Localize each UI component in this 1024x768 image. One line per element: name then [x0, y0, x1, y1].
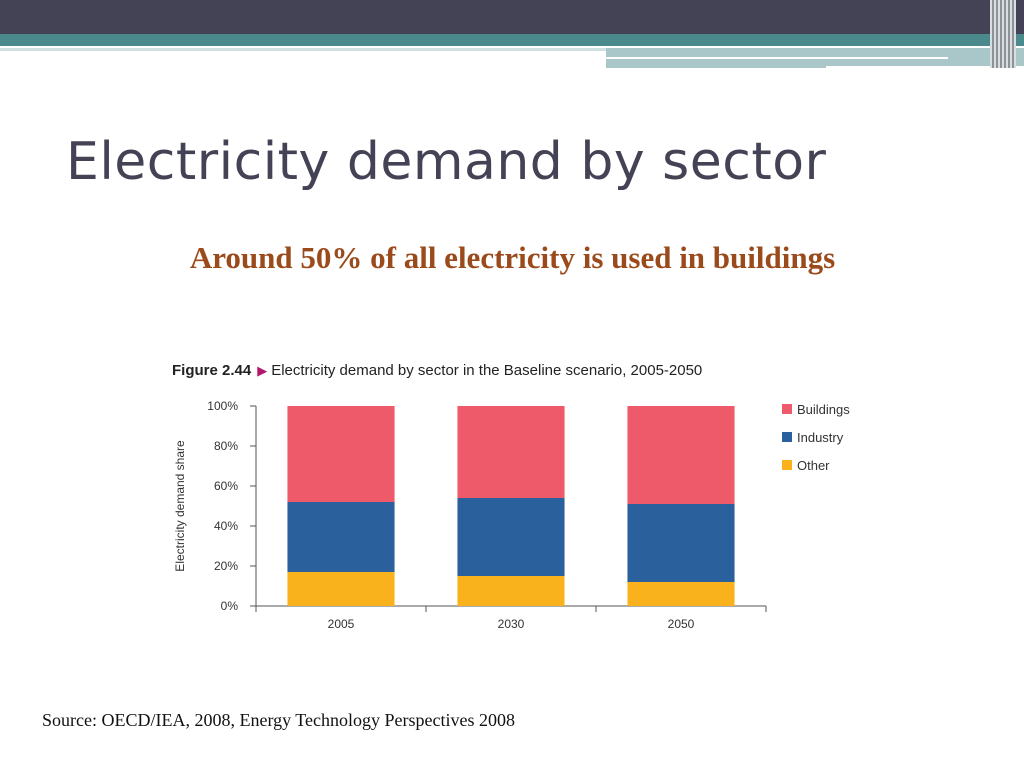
y-tick-label: 80% — [214, 439, 238, 453]
x-tick-label: 2005 — [328, 617, 355, 631]
legend-swatch-industry — [782, 432, 792, 442]
x-tick-label: 2030 — [498, 617, 525, 631]
y-tick-label: 60% — [214, 479, 238, 493]
bar-buildings-2030 — [457, 406, 565, 498]
legend-label-buildings: Buildings — [797, 402, 850, 417]
bar-other-2005 — [287, 572, 395, 606]
y-tick-label: 40% — [214, 519, 238, 533]
legend-swatch-other — [782, 460, 792, 470]
figure-label: Figure 2.44 — [172, 362, 252, 379]
play-arrow-icon: ▶ — [257, 363, 268, 378]
bar-other-2030 — [457, 576, 565, 606]
header-accent-line-short — [606, 66, 826, 68]
bar-buildings-2005 — [287, 406, 395, 502]
legend-swatch-buildings — [782, 404, 792, 414]
bar-buildings-2050 — [627, 406, 735, 504]
y-tick-label: 20% — [214, 559, 238, 573]
header-accent-line-white — [606, 57, 948, 59]
x-tick-label: 2050 — [668, 617, 695, 631]
bar-industry-2030 — [457, 498, 565, 576]
slide-title: Electricity demand by sector — [66, 132, 827, 192]
bar-other-2050 — [627, 582, 735, 606]
legend-label-industry: Industry — [797, 430, 844, 445]
y-tick-label: 0% — [221, 599, 239, 613]
header-teal-stripe — [0, 34, 1024, 46]
stacked-bar-chart: 0% 20% 40% 60% 80% 100% Electricity demand sha… — [173, 399, 850, 631]
bar-industry-2050 — [627, 504, 735, 582]
header-accent-line — [0, 48, 606, 51]
source-citation: Source: OECD/IEA, 2008, Energy Technolog… — [42, 710, 515, 730]
slide-subtitle: Around 50% of all electricity is used in… — [189, 240, 836, 275]
y-tick-label: 100% — [207, 399, 238, 413]
legend-label-other: Other — [797, 458, 830, 473]
bar-industry-2005 — [287, 502, 395, 572]
header-band — [0, 0, 1024, 34]
y-axis-label: Electricity demand share — [173, 440, 187, 572]
figure-caption: Figure 2.44 ▶ Electricity demand by sector… — [172, 362, 702, 379]
header-stripes-decoration — [990, 0, 1016, 68]
figure-caption-text: Electricity demand by sector in the Base… — [271, 362, 703, 379]
